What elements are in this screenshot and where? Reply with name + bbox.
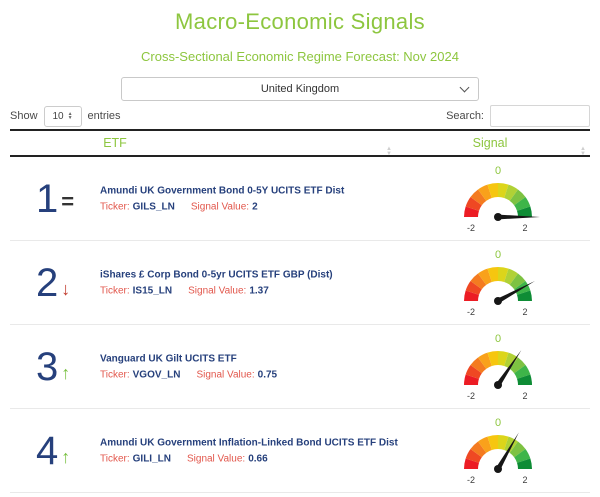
show-label: Show [10,110,38,122]
svg-text:-2: -2 [467,475,475,485]
etf-cell: Amundi UK Government Bond 0-5Y UCITS ETF… [100,185,400,212]
etf-name: Vanguard UK Gilt UCITS ETF [100,353,237,364]
show-entries-group: Show 10 ▲ ▼ entries [10,105,121,127]
rank-change-icon: ↑ [61,362,71,383]
ticker-label: Ticker: [100,453,130,464]
ticker-label: Ticker: [100,201,130,212]
svg-text:0: 0 [495,333,501,345]
etf-name: Amundi UK Government Bond 0-5Y UCITS ETF… [100,185,345,196]
signal-gauge: 0 -2 2 [438,244,558,324]
column-header-etf[interactable]: ETF [103,136,127,150]
table-controls: Show 10 ▲ ▼ entries Search: [10,105,590,127]
search-group: Search: [446,105,590,127]
entries-label: entries [87,110,121,122]
country-select-wrap: United Kingdom [0,77,600,101]
svg-text:-2: -2 [467,223,475,233]
rank-change-icon: ↑ [61,446,71,467]
etf-name: Amundi UK Government Inflation-Linked Bo… [100,437,398,448]
ticker-value: VGOV_LN [132,369,181,380]
signal-value-label: Signal Value: [188,285,247,296]
svg-text:0: 0 [495,249,501,261]
signal-value: 0.66 [248,453,268,464]
signal-gauge: 0 -2 2 [438,160,558,240]
rank-cell: 4 ↑ [36,428,71,473]
sort-icon[interactable]: ▲ ▼ [580,146,586,157]
svg-text:-2: -2 [467,391,475,401]
signal-value-label: Signal Value: [190,201,250,212]
etf-cell: Vanguard UK Gilt UCITS ETF Ticker: VGOV_L… [100,353,400,380]
search-label: Search: [446,110,484,122]
table-row: 2 ↓ iShares £ Corp Bond 0-5yr UCITS ETF … [10,241,590,325]
svg-text:2: 2 [522,475,527,485]
signal-value: 2 [252,201,258,212]
rank-cell: 3 ↑ [36,344,71,389]
svg-text:0: 0 [495,417,501,429]
table-row: 4 ↑ Amundi UK Government Inflation-Linke… [10,409,590,493]
signal-value-label: Signal Value: [196,369,255,380]
signal-value-label: Signal Value: [186,453,246,464]
rank-change-icon: ↓ [61,278,71,299]
table-row: 3 ↑ Vanguard UK Gilt UCITS ETF Ticker: VG… [10,325,590,409]
svg-text:2: 2 [522,391,527,401]
svg-text:0: 0 [495,165,501,177]
ticker-value: IS15_LN [132,285,173,296]
rank-number: 2 [36,260,59,305]
page-subtitle: Cross-Sectional Economic Regime Forecast… [141,49,459,64]
svg-text:2: 2 [522,307,527,317]
svg-text:2: 2 [522,223,527,233]
rank-number: 4 [36,428,59,473]
rank-change-icon: = [61,188,75,214]
svg-text:-2: -2 [467,307,475,317]
table-header: ETF ▲ ▼ Signal ▲ ▼ [10,129,590,157]
ticker-value: GILI_LN [132,453,171,464]
page-size-select[interactable]: 10 ▲ ▼ [43,105,82,127]
rank-number: 3 [36,344,59,389]
etf-cell: iShares £ Corp Bond 0-5yr UCITS ETF GBP … [100,269,400,296]
etf-name: iShares £ Corp Bond 0-5yr UCITS ETF GBP … [100,269,333,280]
signal-gauge: 0 -2 2 [438,328,558,408]
column-header-signal[interactable]: Signal [472,136,508,150]
chevron-down-icon [459,82,470,93]
ticker-label: Ticker: [100,369,130,380]
table-body: 1 = Amundi UK Government Bond 0-5Y UCITS… [10,157,590,493]
spinner-icon: ▲ ▼ [67,111,73,121]
ticker-value: GILS_LN [132,201,175,212]
country-select-value: United Kingdom [260,83,340,95]
ticker-label: Ticker: [100,285,130,296]
sort-icon[interactable]: ▲ ▼ [386,146,392,157]
etf-cell: Amundi UK Government Inflation-Linked Bo… [100,437,400,464]
search-input[interactable] [490,105,590,127]
rank-cell: 1 = [36,176,75,221]
country-select[interactable]: United Kingdom [121,77,479,101]
rank-number: 1 [36,176,59,221]
table-row: 1 = Amundi UK Government Bond 0-5Y UCITS… [10,157,590,241]
signal-value: 0.75 [257,369,278,380]
page-title: Macro-Economic Signals [175,9,425,34]
rank-cell: 2 ↓ [36,260,71,305]
signal-value: 1.37 [249,285,269,296]
signal-gauge: 0 -2 2 [438,412,558,492]
page-size-value: 10 [52,110,64,122]
